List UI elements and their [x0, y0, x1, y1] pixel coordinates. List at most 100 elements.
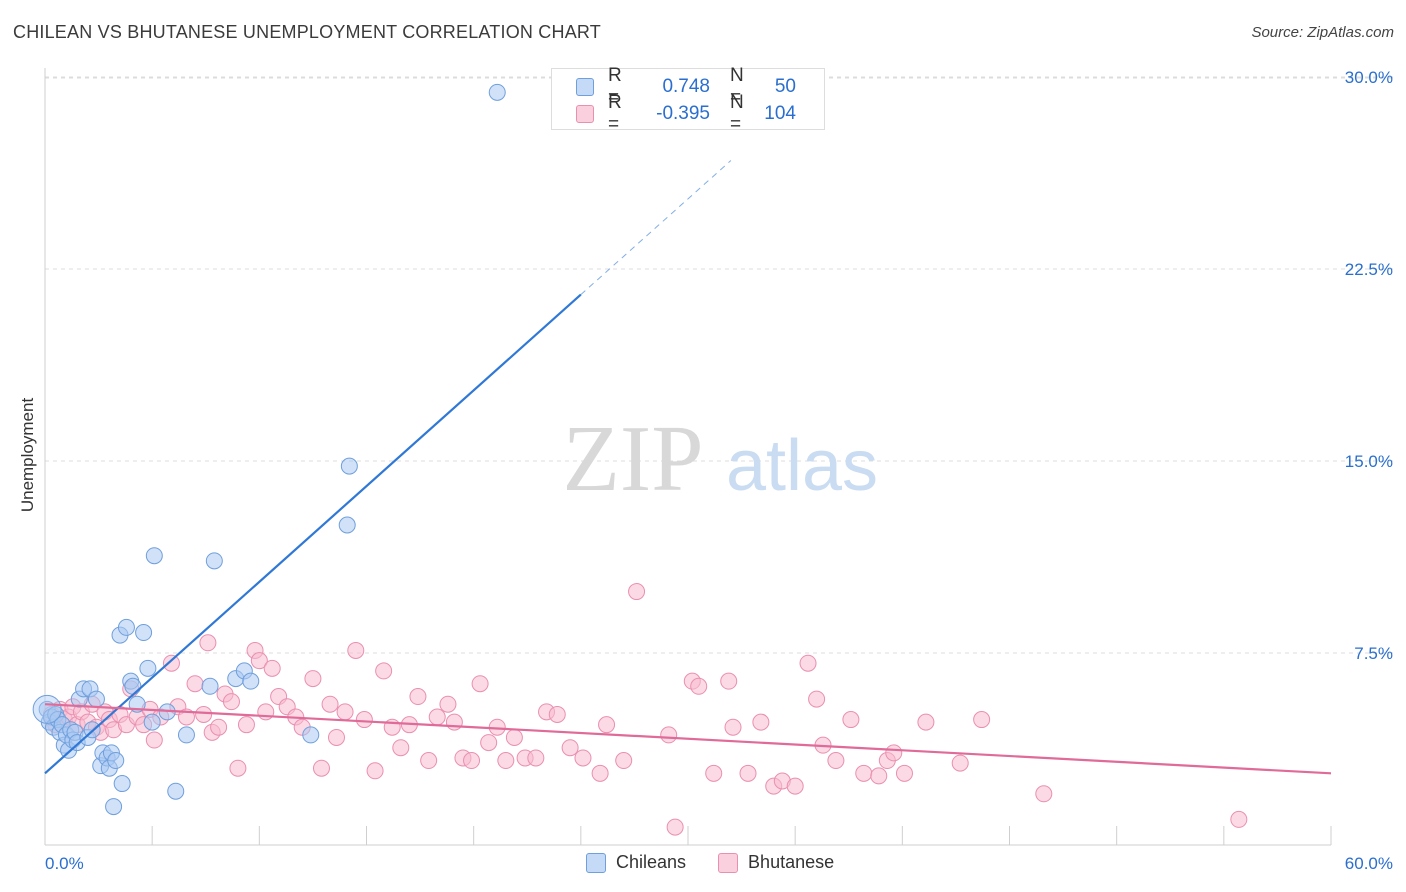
chileans-point: [124, 677, 142, 695]
chileans-point: [143, 713, 161, 731]
chileans-point: [135, 624, 153, 642]
bhutanese-point: [186, 675, 204, 693]
bhutanese-point: [145, 731, 163, 749]
chart-title: CHILEAN VS BHUTANESE UNEMPLOYMENT CORREL…: [13, 22, 601, 42]
bhutanese-point: [827, 752, 845, 770]
bhutanese-point: [628, 583, 646, 601]
bhutanese-point: [615, 752, 633, 770]
bhutanese-point: [973, 711, 991, 729]
bhutanese-point: [808, 690, 826, 708]
bhutanese-point: [162, 654, 180, 672]
bhutanese-point: [250, 652, 268, 670]
r-value-bhutanese: -0.395: [656, 103, 710, 124]
chileans-point: [167, 782, 185, 800]
y-tick-label: 30.0%: [1345, 68, 1393, 87]
n-label: N =: [730, 65, 744, 108]
chileans-swatch: [586, 852, 606, 873]
y-tick-label: 15.0%: [1345, 452, 1393, 471]
n-label: N =: [730, 92, 744, 135]
r-label: R =: [608, 65, 622, 108]
bhutanese-point: [786, 777, 804, 795]
bhutanese-point: [439, 695, 457, 713]
n-value-chileans: 50: [774, 76, 796, 97]
bhutanese-point: [739, 764, 757, 782]
bhutanese-point: [598, 716, 616, 734]
y-tick-label: 22.5%: [1345, 260, 1393, 279]
bhutanese-point: [210, 718, 228, 736]
bhutanese-point: [199, 634, 217, 652]
bhutanese-point: [321, 695, 339, 713]
chileans-point: [302, 726, 320, 744]
bhutanese-point: [724, 718, 742, 736]
chileans-points: [32, 83, 506, 816]
chileans-point: [105, 798, 123, 816]
bhutanese-point: [428, 708, 446, 726]
gridlines: [45, 76, 1395, 654]
chileans-point: [177, 726, 195, 744]
watermark: ZIP atlas: [563, 407, 879, 511]
x-tick-label-max: 60.0%: [1345, 854, 1393, 873]
chileans-point: [488, 83, 506, 101]
bhutanese-points: [42, 583, 1248, 836]
chileans-point: [139, 659, 157, 677]
bhutanese-point: [885, 744, 903, 762]
trend-lines: [44, 160, 1332, 775]
bhutanese-point: [870, 767, 888, 785]
chileans-point: [201, 677, 219, 695]
bhutanese-point: [409, 688, 427, 706]
bhutanese-point: [574, 749, 592, 767]
axes: [44, 68, 1332, 846]
bhutanese-point: [842, 711, 860, 729]
legend-label-chileans: Chileans: [616, 852, 687, 872]
legend-item-chileans[interactable]: Chileans: [586, 852, 686, 873]
series-legend: Chileans Bhutanese: [586, 852, 866, 873]
legend-label-bhutanese: Bhutanese: [748, 852, 835, 872]
bhutanese-point: [527, 749, 545, 767]
chileans-point: [338, 516, 356, 534]
bhutanese-point: [895, 764, 913, 782]
bhutanese-point: [561, 739, 579, 757]
bhutanese-point: [347, 641, 365, 659]
bhutanese-point: [1230, 810, 1248, 828]
bhutanese-point: [237, 716, 255, 734]
bhutanese-swatch: [576, 105, 594, 123]
bhutanese-point: [375, 662, 393, 680]
chileans-point: [340, 457, 358, 475]
r-label: R =: [608, 92, 622, 135]
bhutanese-point: [257, 703, 275, 721]
bhutanese-point: [471, 675, 489, 693]
bhutanese-point: [1035, 785, 1053, 803]
bhutanese-point: [336, 703, 354, 721]
watermark-atlas: atlas: [726, 426, 878, 506]
bhutanese-point: [660, 726, 678, 744]
chileans-point: [205, 552, 223, 570]
bhutanese-point: [752, 713, 770, 731]
bhutanese-point: [263, 659, 281, 677]
bhutanese-point: [445, 713, 463, 731]
bhutanese-point: [497, 752, 515, 770]
legend-item-bhutanese[interactable]: Bhutanese: [718, 852, 834, 873]
bhutanese-point: [327, 728, 345, 746]
y-tick-label: 7.5%: [1354, 644, 1393, 663]
bhutanese-point: [312, 759, 330, 777]
bhutanese-point: [355, 711, 373, 729]
chileans-point: [242, 672, 260, 690]
chileans-swatch: [576, 78, 594, 96]
bhutanese-point: [480, 734, 498, 752]
bhutanese-point: [855, 764, 873, 782]
bhutanese-swatch: [718, 852, 739, 873]
bhutanese-point: [705, 764, 723, 782]
n-value-bhutanese: 104: [764, 103, 796, 124]
correlation-legend: R = 0.748 N = 50 R = -0.395 N = 104: [551, 65, 825, 135]
bhutanese-point: [463, 752, 481, 770]
x-tick-label-min: 0.0%: [45, 854, 84, 873]
chileans-point: [117, 618, 135, 636]
chileans-point: [107, 752, 125, 770]
watermark-zip: ZIP: [563, 407, 704, 511]
bhutanese-point: [505, 728, 523, 746]
bhutanese-point: [690, 677, 708, 695]
bhutanese-point: [799, 654, 817, 672]
bhutanese-point: [591, 764, 609, 782]
bhutanese-trend-line: [44, 703, 1332, 775]
